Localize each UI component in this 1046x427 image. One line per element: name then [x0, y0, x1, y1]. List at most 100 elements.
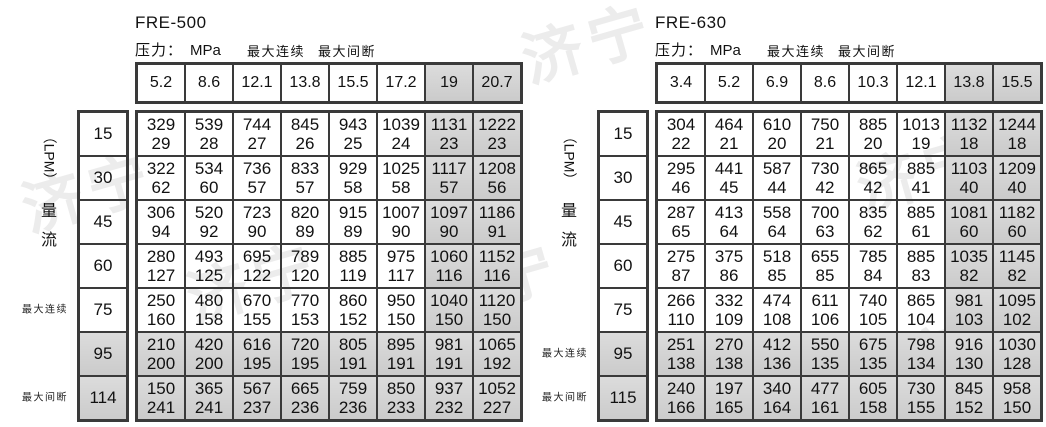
cell-value-top: 820	[290, 202, 320, 222]
cell-value-bottom: 82	[959, 266, 979, 286]
flow-label-column: 15 30 45 60 75 95 114	[77, 110, 129, 422]
data-cell: 1117 57	[425, 156, 473, 200]
data-cell: 789 120	[281, 244, 329, 288]
data-cell: 805 191	[329, 332, 377, 376]
cell-value-bottom: 116	[435, 266, 463, 286]
data-cell: 1131 23	[425, 112, 473, 156]
cell-value-top: 539	[194, 114, 224, 134]
cell-value-bottom: 23	[439, 134, 459, 154]
cell-value-bottom: 56	[487, 178, 507, 198]
flow-axis-char: 流	[560, 232, 577, 249]
cell-value-bottom: 94	[151, 222, 171, 242]
data-cell: 1065 192	[473, 332, 521, 376]
cell-value-bottom: 28	[199, 134, 219, 154]
data-cell: 885 41	[897, 156, 945, 200]
flow-axis-label: （LPM） 量 流	[33, 124, 65, 250]
cell-value-top: 785	[858, 246, 888, 266]
cell-value-bottom: 161	[810, 398, 840, 418]
cell-value-top: 937	[434, 378, 464, 398]
cell-value-bottom: 191	[338, 354, 368, 374]
cell-value-top: 1209	[998, 158, 1036, 178]
cell-value-top: 845	[954, 378, 984, 398]
cell-value-top: 1145	[998, 246, 1036, 266]
cell-value-bottom: 92	[199, 222, 219, 242]
cell-value-top: 474	[762, 290, 792, 310]
cell-value-top: 929	[338, 158, 368, 178]
cell-value-bottom: 84	[863, 266, 883, 286]
data-cell: 958 150	[993, 376, 1041, 420]
flow-axis-unit: （LPM）	[41, 129, 58, 187]
pressure-header-cell: 12.1	[897, 64, 945, 102]
data-cell: 1182 60	[993, 200, 1041, 244]
cell-value-top: 1035	[950, 246, 988, 266]
cell-value-top: 280	[146, 246, 176, 266]
flow-axis-char: 流	[40, 232, 57, 249]
cell-value-bottom: 22	[671, 134, 691, 154]
data-cell: 534 60	[185, 156, 233, 200]
cell-value-top: 975	[386, 246, 416, 266]
data-cell: 304 22	[657, 112, 705, 156]
cell-value-bottom: 150	[434, 310, 464, 330]
cell-value-bottom: 200	[194, 354, 224, 374]
data-cell: 441 45	[705, 156, 753, 200]
cell-value-bottom: 138	[666, 354, 696, 374]
data-cell: 270 138	[705, 332, 753, 376]
pressure-header-cell: 17.2	[377, 64, 425, 102]
pressure-header-row: 3.4 5.2 6.9 8.6 10.3 12.1 13.8 15.5	[655, 62, 1043, 104]
cell-value-bottom: 86	[719, 266, 739, 286]
data-cell: 740 105	[849, 288, 897, 332]
data-cell: 759 236	[329, 376, 377, 420]
cell-value-bottom: 90	[439, 222, 459, 242]
cell-value-bottom: 23	[487, 134, 507, 154]
data-cell: 833 57	[281, 156, 329, 200]
cell-value-bottom: 236	[290, 398, 320, 418]
cell-value-bottom: 130	[954, 354, 984, 374]
cell-value-bottom: 60	[199, 178, 219, 198]
cell-value-top: 420	[194, 334, 224, 354]
data-cell: 413 64	[705, 200, 753, 244]
cell-value-bottom: 160	[146, 310, 176, 330]
cell-value-bottom: 102	[1002, 310, 1032, 330]
pressure-header-cell: 15.5	[329, 64, 377, 102]
cell-value-top: 197	[714, 378, 744, 398]
flow-axis-char: 量	[560, 203, 577, 220]
cell-value-top: 250	[146, 290, 176, 310]
pressure-header-cell: 5.2	[705, 64, 753, 102]
pressure-header-row: 5.2 8.6 12.1 13.8 15.5 17.2 19 20.7	[135, 62, 523, 104]
cell-value-top: 885	[906, 246, 936, 266]
data-cell: 1081 60	[945, 200, 993, 244]
data-cell: 736 57	[233, 156, 281, 200]
cell-value-bottom: 103	[954, 310, 984, 330]
data-cell: 700 63	[801, 200, 849, 244]
flow-axis-unit-wrap: （LPM）	[33, 124, 65, 192]
cell-value-bottom: 25	[343, 134, 363, 154]
cell-value-top: 1040	[430, 290, 468, 310]
cell-value-bottom: 192	[482, 354, 512, 374]
table-title: FRE-630	[655, 13, 727, 32]
cell-value-top: 251	[666, 334, 696, 354]
cell-value-top: 675	[858, 334, 888, 354]
data-grid: 304 22 464 21 610 20 750 21 885 20 1013 19 1132 18 124…	[655, 110, 1043, 422]
data-cell: 1244 18	[993, 112, 1041, 156]
pressure-axis-label: 压力： MPa	[655, 39, 741, 60]
cell-value-bottom: 60	[959, 222, 979, 242]
data-cell: 1145 82	[993, 244, 1041, 288]
cell-value-bottom: 40	[1007, 178, 1027, 198]
data-grid: 329 29 539 28 744 27 845 26 943 25 1039 24 1131 23 122…	[135, 110, 523, 422]
cell-value-bottom: 127	[146, 266, 176, 286]
data-cell: 340 164	[753, 376, 801, 420]
data-cell: 695 122	[233, 244, 281, 288]
cell-value-bottom: 105	[858, 310, 888, 330]
cell-value-bottom: 165	[714, 398, 744, 418]
data-cell: 197 165	[705, 376, 753, 420]
cell-value-top: 865	[858, 158, 888, 178]
cell-value-top: 744	[242, 114, 272, 134]
flow-label-cell: 95	[79, 332, 127, 376]
data-cell: 550 135	[801, 332, 849, 376]
cell-value-top: 365	[194, 378, 224, 398]
cell-value-top: 981	[954, 290, 984, 310]
cell-value-bottom: 58	[391, 178, 411, 198]
cell-value-top: 464	[714, 114, 744, 134]
data-cell: 210 200	[137, 332, 185, 376]
cell-value-top: 885	[858, 114, 888, 134]
